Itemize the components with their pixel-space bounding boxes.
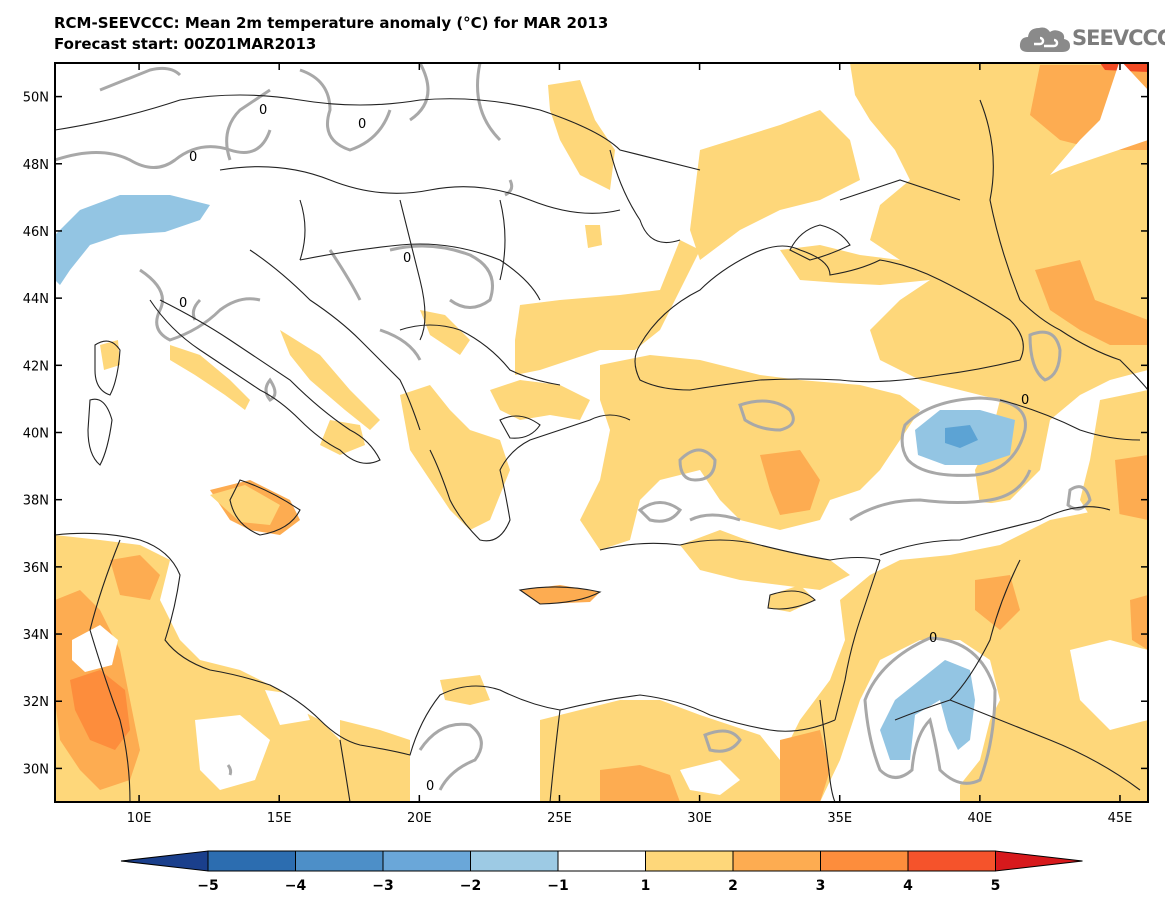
contour-label: 0 [358, 117, 366, 132]
contour-label: 0 [403, 251, 411, 266]
colorbar-bin [295, 850, 384, 872]
contour-label: 0 [426, 779, 434, 794]
lon-tick-label: 40E [967, 811, 992, 826]
colorbar-high-extend [995, 850, 1083, 872]
colorbar-label: 2 [728, 878, 738, 894]
colorbar-bin [207, 850, 296, 872]
colorbar: −5 −4 −3 −2 −1 1 2 3 4 5 [120, 850, 1083, 894]
colorbar-label: −1 [547, 878, 568, 894]
lon-tick-label: 35E [827, 811, 852, 826]
colorbar-label: −3 [372, 878, 393, 894]
lat-tick-label: 42N [23, 359, 49, 374]
contour-label: 0 [179, 296, 187, 311]
lat-tick-label: 50N [23, 91, 49, 106]
contour-label: 0 [259, 103, 267, 118]
colorbar-bin [645, 850, 734, 872]
anomaly-fills [55, 63, 1148, 802]
lat-tick-label: 46N [23, 225, 49, 240]
map-title: RCM-SEEVCCC: Mean 2m temperature anomaly… [54, 14, 609, 32]
contour-labels: 0 0 0 0 0 0 0 0 [179, 103, 1029, 794]
colorbar-label: −4 [285, 878, 307, 894]
longitude-axis: 10E 15E 20E 25E 30E 35E 40E 45E [127, 63, 1133, 826]
colorbar-bin [907, 850, 996, 872]
colorbar-bin [732, 850, 821, 872]
lat-tick-label: 30N [23, 762, 49, 777]
forecast-start-label: Forecast start: 00Z01MAR2013 [54, 35, 317, 53]
lat-tick-label: 44N [23, 292, 49, 307]
lat-tick-label: 32N [23, 695, 49, 710]
lat-tick-label: 34N [23, 628, 49, 643]
colorbar-bin [382, 850, 471, 872]
colorbar-low-extend [120, 850, 209, 872]
seevccc-logo: SEEVCCC [1018, 22, 1165, 56]
lat-tick-label: 36N [23, 561, 49, 576]
contour-label: 0 [189, 150, 197, 165]
contour-label: 0 [1021, 393, 1029, 408]
colorbar-bin [820, 850, 909, 872]
coastlines-borders [55, 94, 1148, 802]
cloud-icon [1019, 27, 1070, 52]
colorbar-label: 4 [903, 878, 913, 894]
lat-tick-label: 40N [23, 427, 49, 442]
colorbar-label: −2 [460, 878, 481, 894]
lon-tick-label: 20E [407, 811, 432, 826]
lat-tick-label: 38N [23, 494, 49, 509]
lon-tick-label: 30E [687, 811, 712, 826]
colorbar-label: 3 [816, 878, 826, 894]
colorbar-bin [557, 850, 646, 872]
latitude-axis: 50N 48N 46N 44N 42N 40N 38N 36N 34N 32N 30N [23, 91, 1148, 777]
zero-contours [55, 63, 1092, 791]
logo-text: SEEVCCC [1072, 26, 1165, 50]
lon-tick-label: 45E [1108, 811, 1133, 826]
colorbar-label: 1 [641, 878, 651, 894]
lon-tick-label: 15E [267, 811, 292, 826]
colorbar-label: 5 [991, 878, 1001, 894]
colorbar-bin [470, 850, 559, 872]
colorbar-label: −5 [197, 878, 218, 894]
lon-tick-label: 25E [547, 811, 572, 826]
lat-tick-label: 48N [23, 158, 49, 173]
lon-tick-label: 10E [127, 811, 152, 826]
contour-label: 0 [929, 631, 937, 646]
